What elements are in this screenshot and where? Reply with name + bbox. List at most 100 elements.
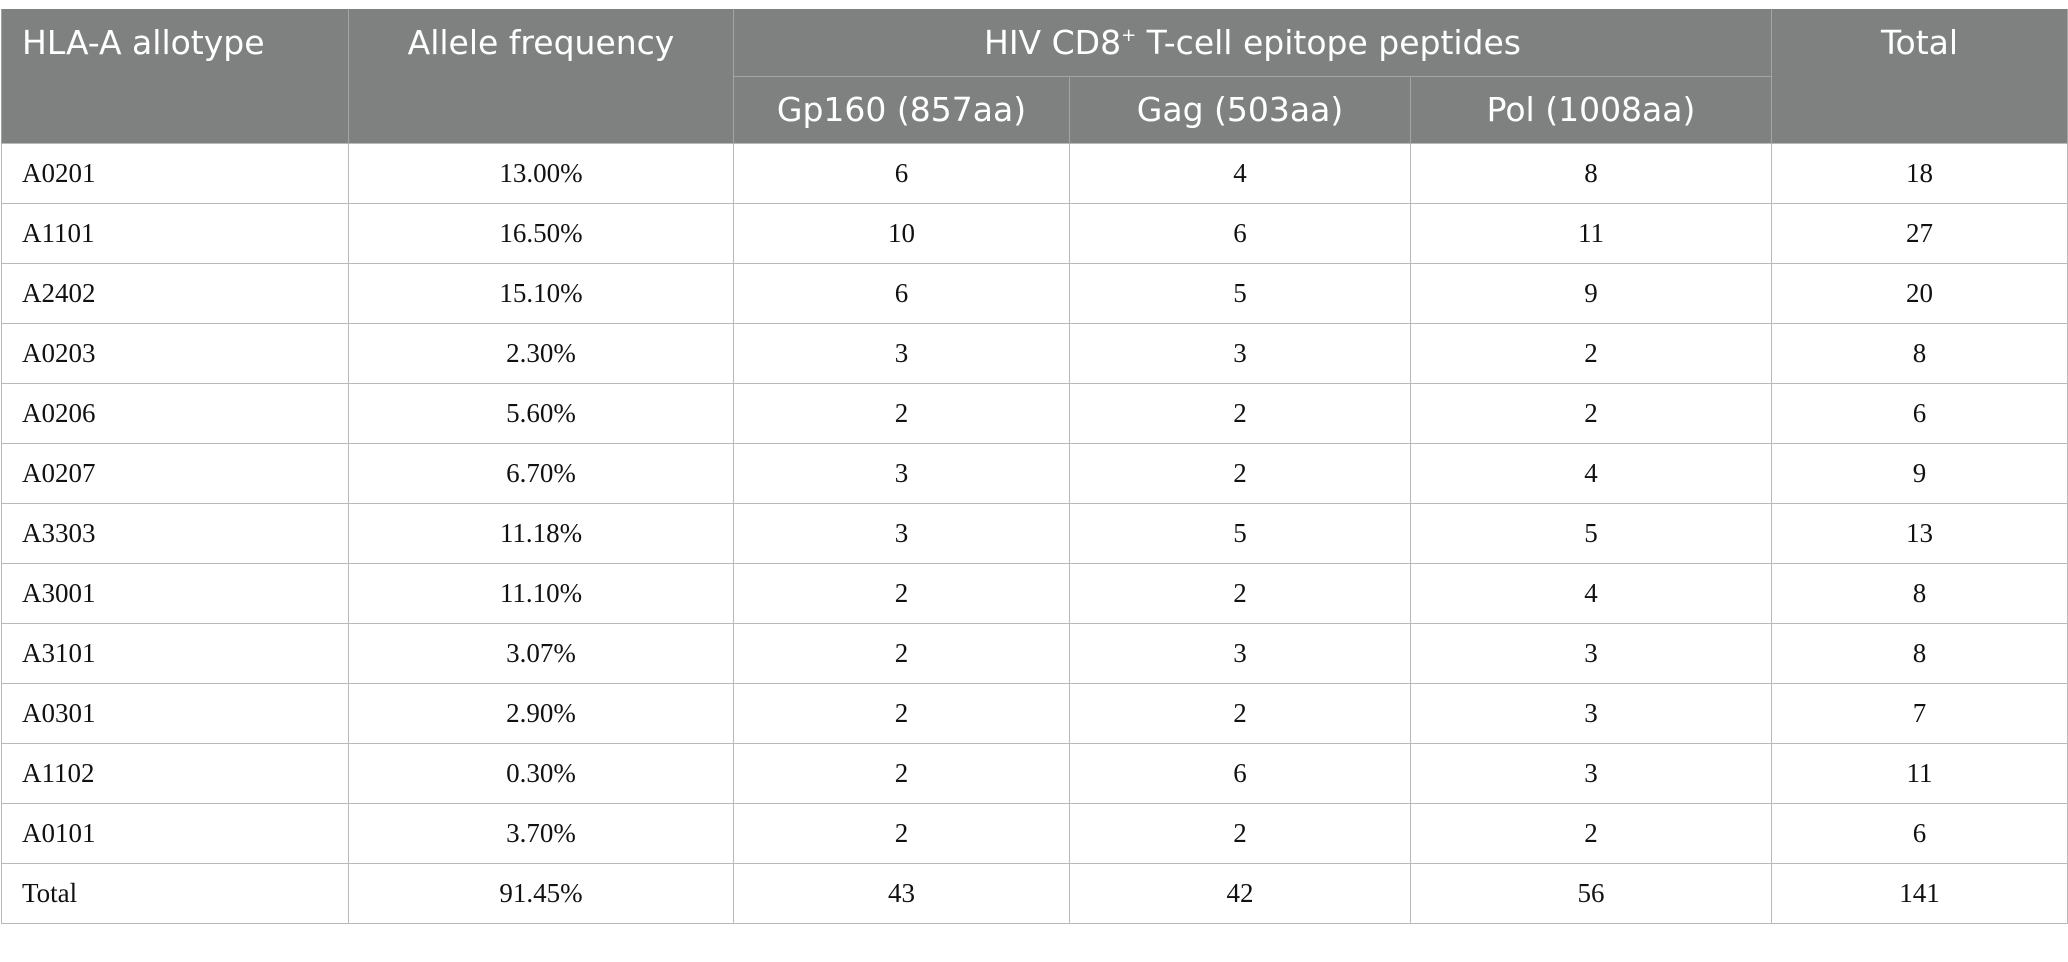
cell-gp160: 2: [733, 682, 1070, 744]
header-pol: Pol (1008aa): [1409, 75, 1773, 143]
cell-gp160: 2: [733, 802, 1070, 864]
table-row: A1101 16.50% 10 6 11 27: [1, 202, 2068, 264]
cell-pol: 56: [1409, 862, 1773, 924]
table-row: A0203 2.30% 3 3 2 8: [1, 322, 2068, 384]
cell-gp160: 6: [733, 262, 1070, 324]
cell-frequency: 11.10%: [348, 562, 734, 624]
cell-frequency: 2.90%: [348, 682, 734, 744]
cell-total: 8: [1771, 562, 2068, 624]
cell-allotype: Total: [1, 862, 349, 924]
cell-total: 8: [1771, 622, 2068, 684]
cell-frequency: 11.18%: [348, 502, 734, 564]
cell-total: 11: [1771, 742, 2068, 804]
cell-gag: 6: [1069, 742, 1411, 804]
cell-total: 8: [1771, 322, 2068, 384]
table-row: A3101 3.07% 2 3 3 8: [1, 622, 2068, 684]
cell-frequency: 2.30%: [348, 322, 734, 384]
epitope-table: HLA-A allotype Allele frequency HIV CD8+…: [1, 9, 2068, 924]
cell-gp160: 10: [733, 202, 1070, 264]
cell-pol: 9: [1409, 262, 1773, 324]
cell-gag: 2: [1069, 682, 1411, 744]
cell-allotype: A1101: [1, 202, 349, 264]
cell-gag: 2: [1069, 802, 1411, 864]
table-row: A1102 0.30% 2 6 3 11: [1, 742, 2068, 804]
table-row: A0201 13.00% 6 4 8 18: [1, 142, 2068, 204]
cell-gag: 5: [1069, 502, 1411, 564]
cell-frequency: 15.10%: [348, 262, 734, 324]
cell-allotype: A0207: [1, 442, 349, 504]
cell-frequency: 3.70%: [348, 802, 734, 864]
cell-allotype: A0203: [1, 322, 349, 384]
cell-allotype: A3001: [1, 562, 349, 624]
cell-pol: 11: [1409, 202, 1773, 264]
cell-pol: 4: [1409, 562, 1773, 624]
cell-gp160: 2: [733, 382, 1070, 444]
cell-gp160: 3: [733, 502, 1070, 564]
cell-total: 13: [1771, 502, 2068, 564]
table-body: A0201 13.00% 6 4 8 18 A1101 16.50% 10 6 11 27 A2402 1…: [1, 142, 2068, 924]
cell-allotype: A0101: [1, 802, 349, 864]
cell-pol: 8: [1409, 142, 1773, 204]
cell-total: 20: [1771, 262, 2068, 324]
cell-gp160: 43: [733, 862, 1070, 924]
table-row: A2402 15.10% 6 5 9 20: [1, 262, 2068, 324]
cell-gag: 3: [1069, 622, 1411, 684]
cell-frequency: 91.45%: [348, 862, 734, 924]
cell-total: 6: [1771, 382, 2068, 444]
cell-pol: 3: [1409, 622, 1773, 684]
cell-pol: 5: [1409, 502, 1773, 564]
cell-total: 6: [1771, 802, 2068, 864]
cell-gp160: 2: [733, 622, 1070, 684]
table-row: A0101 3.70% 2 2 2 6: [1, 802, 2068, 864]
cell-pol: 2: [1409, 802, 1773, 864]
header-gp160: Gp160 (857aa): [733, 75, 1070, 143]
cell-allotype: A3303: [1, 502, 349, 564]
cell-frequency: 13.00%: [348, 142, 734, 204]
cell-gag: 6: [1069, 202, 1411, 264]
cell-gag: 42: [1069, 862, 1411, 924]
table-header: HLA-A allotype Allele frequency HIV CD8+…: [1, 9, 2068, 143]
table-row: A3303 11.18% 3 5 5 13: [1, 502, 2068, 564]
cell-allotype: A0206: [1, 382, 349, 444]
header-group-superscript: +: [1121, 25, 1137, 46]
cell-gp160: 6: [733, 142, 1070, 204]
header-group-suffix: T-cell epitope peptides: [1136, 23, 1521, 62]
cell-frequency: 6.70%: [348, 442, 734, 504]
cell-allotype: A1102: [1, 742, 349, 804]
cell-total: 7: [1771, 682, 2068, 744]
cell-gag: 3: [1069, 322, 1411, 384]
header-total: Total: [1771, 9, 2068, 143]
header-gag: Gag (503aa): [1069, 75, 1411, 143]
header-allele-frequency: Allele frequency: [348, 9, 734, 143]
cell-gag: 2: [1069, 442, 1411, 504]
cell-total: 141: [1771, 862, 2068, 924]
cell-total: 27: [1771, 202, 2068, 264]
cell-pol: 2: [1409, 322, 1773, 384]
table-row: A3001 11.10% 2 2 4 8: [1, 562, 2068, 624]
table-row: A0207 6.70% 3 2 4 9: [1, 442, 2068, 504]
cell-gag: 2: [1069, 562, 1411, 624]
table-row: Total 91.45% 43 42 56 141: [1, 862, 2068, 924]
table-row: A0206 5.60% 2 2 2 6: [1, 382, 2068, 444]
cell-pol: 3: [1409, 682, 1773, 744]
header-allotype: HLA-A allotype: [1, 9, 349, 143]
cell-pol: 4: [1409, 442, 1773, 504]
cell-frequency: 16.50%: [348, 202, 734, 264]
cell-allotype: A0301: [1, 682, 349, 744]
cell-pol: 2: [1409, 382, 1773, 444]
cell-gag: 2: [1069, 382, 1411, 444]
header-group-prefix: HIV CD8: [984, 23, 1122, 62]
header-epitope-group: HIV CD8+ T-cell epitope peptides: [732, 9, 1773, 77]
cell-pol: 3: [1409, 742, 1773, 804]
cell-allotype: A0201: [1, 142, 349, 204]
cell-gag: 4: [1069, 142, 1411, 204]
cell-frequency: 3.07%: [348, 622, 734, 684]
cell-gp160: 2: [733, 742, 1070, 804]
cell-gp160: 3: [733, 322, 1070, 384]
cell-frequency: 0.30%: [348, 742, 734, 804]
cell-total: 9: [1771, 442, 2068, 504]
cell-total: 18: [1771, 142, 2068, 204]
cell-frequency: 5.60%: [348, 382, 734, 444]
cell-gp160: 2: [733, 562, 1070, 624]
cell-allotype: A3101: [1, 622, 349, 684]
